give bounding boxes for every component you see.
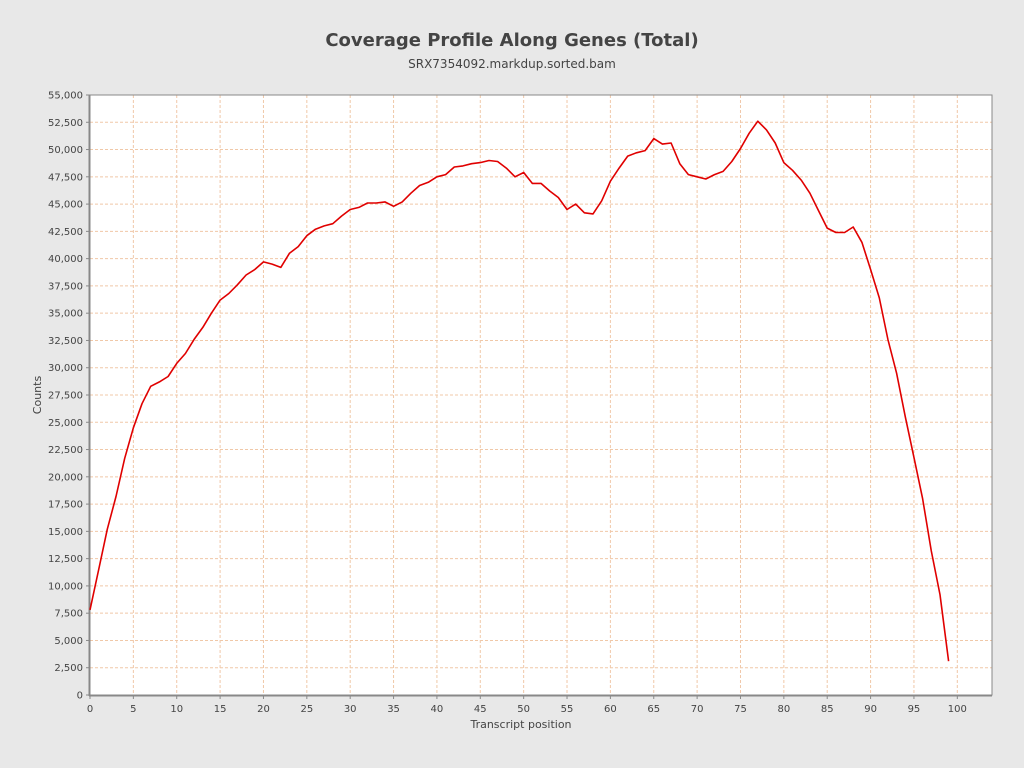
y-tick-label: 5,000 [54, 636, 83, 647]
y-tick-label: 50,000 [48, 145, 83, 156]
x-tick-label: 10 [170, 704, 183, 715]
y-tick-label: 20,000 [48, 472, 83, 483]
y-axis-title: Counts [31, 376, 44, 415]
x-tick-label: 70 [691, 704, 704, 715]
x-tick-label: 40 [431, 704, 444, 715]
y-tick-label: 40,000 [48, 254, 83, 265]
y-tick-label: 45,000 [48, 200, 83, 211]
y-tick-label: 25,000 [48, 418, 83, 429]
x-tick-label: 80 [777, 704, 790, 715]
y-tick-label: 55,000 [48, 91, 83, 102]
x-tick-label: 30 [344, 704, 357, 715]
x-tick-label: 95 [908, 704, 921, 715]
chart-subtitle: SRX7354092.markdup.sorted.bam [408, 57, 616, 71]
y-tick-label: 22,500 [48, 445, 83, 456]
y-tick-label: 10,000 [48, 581, 83, 592]
x-tick-label: 100 [948, 704, 967, 715]
y-tick-label: 32,500 [48, 336, 83, 347]
series-group [89, 120, 950, 662]
x-tick-label: 75 [734, 704, 747, 715]
y-tick-label: 47,500 [48, 172, 83, 183]
y-tick-label: 37,500 [48, 281, 83, 292]
x-tick-label: 15 [214, 704, 227, 715]
y-tick-label: 12,500 [48, 554, 83, 565]
grid-lines [89, 94, 992, 696]
chart-title: Coverage Profile Along Genes (Total) [325, 30, 699, 51]
x-tick-label: 55 [561, 704, 574, 715]
y-tick-label: 15,000 [48, 527, 83, 538]
x-tick-label: 60 [604, 704, 617, 715]
x-tick-label: 85 [821, 704, 834, 715]
x-tick-label: 5 [130, 704, 136, 715]
y-tick-label: 7,500 [54, 609, 83, 620]
y-tick-label: 42,500 [48, 227, 83, 238]
x-tick-label: 65 [647, 704, 660, 715]
x-tick-label: 20 [257, 704, 270, 715]
x-axis-title: Transcript position [469, 718, 571, 731]
coverage-line [89, 120, 950, 662]
axes: 0 5 10 15 20 25 30 35 40 45 50 55 60 65 70 75 80 85 90 95 10… [48, 91, 993, 715]
y-tick-label: 17,500 [48, 500, 83, 511]
y-tick-label: 2,500 [54, 663, 83, 674]
y-tick-label: 0 [77, 691, 83, 702]
plot-border [89, 94, 993, 696]
x-tick-label: 0 [87, 704, 93, 715]
y-tick-label: 35,000 [48, 309, 83, 320]
x-tick-label: 50 [517, 704, 530, 715]
x-tick-label: 25 [300, 704, 313, 715]
x-tick-label: 90 [864, 704, 877, 715]
y-tick-label: 52,500 [48, 118, 83, 129]
y-tick-label: 30,000 [48, 363, 83, 374]
x-tick-label: 35 [387, 704, 400, 715]
y-tick-label: 27,500 [48, 391, 83, 402]
x-tick-label: 45 [474, 704, 487, 715]
